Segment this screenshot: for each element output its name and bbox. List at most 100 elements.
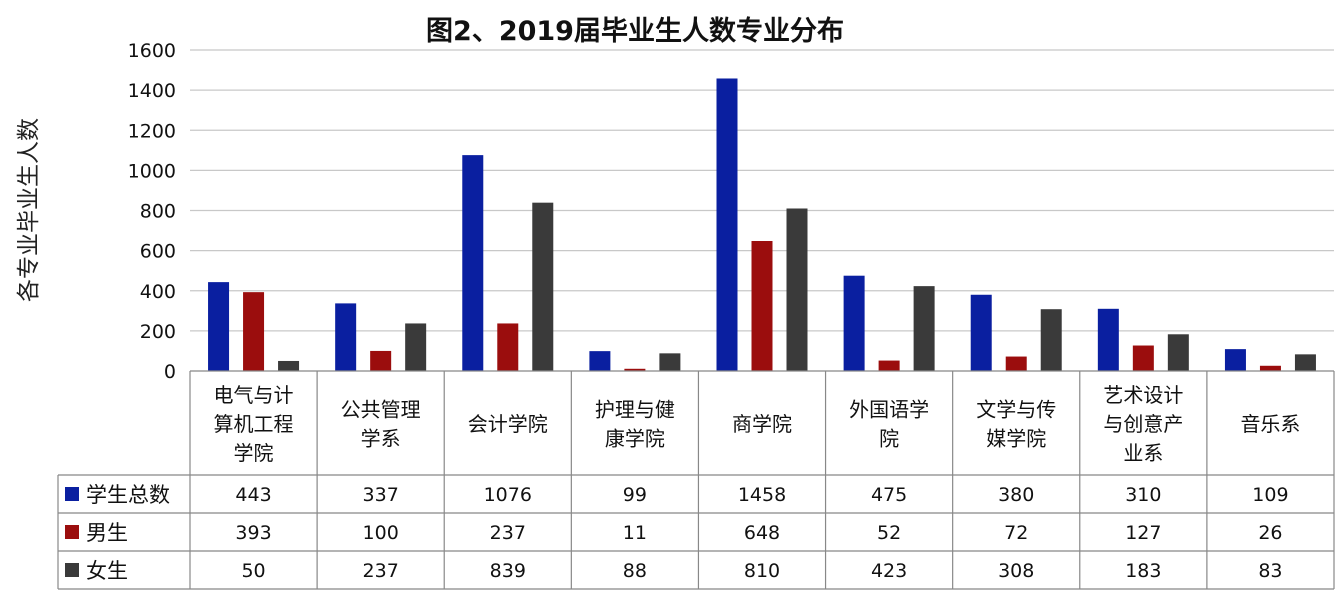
bar (913, 286, 935, 371)
bar (1294, 354, 1316, 371)
bar (878, 360, 900, 371)
bar (1097, 308, 1119, 371)
data-table-value: 308 (998, 560, 1034, 582)
category-label: 艺术设计与创意产业系 (1103, 383, 1183, 465)
y-tick-label: 1200 (128, 120, 176, 142)
data-table-value: 423 (871, 560, 907, 582)
legend-label: 学生总数 (86, 483, 170, 507)
category-label-line: 会计学院 (468, 412, 548, 436)
data-table-value: 475 (871, 484, 907, 506)
category-label: 文学与传媒学院 (976, 398, 1056, 451)
category-label-line: 学院 (234, 441, 274, 465)
category-label: 电气与计算机工程学院 (214, 383, 294, 465)
data-table-value: 83 (1258, 560, 1282, 582)
bar (659, 353, 681, 371)
bar (532, 202, 554, 371)
data-table-value: 237 (490, 522, 526, 544)
data-table-value: 99 (623, 484, 647, 506)
y-tick-label: 1400 (128, 80, 176, 102)
category-label-line: 业系 (1123, 441, 1163, 465)
category-label-line: 商学院 (732, 412, 792, 436)
category-label: 音乐系 (1240, 412, 1300, 436)
data-table-value: 127 (1125, 522, 1161, 544)
category-label: 商学院 (732, 412, 792, 436)
category-label-line: 媒学院 (986, 427, 1046, 451)
data-table-value: 393 (235, 522, 271, 544)
bar (1259, 365, 1281, 371)
data-table-value: 183 (1125, 560, 1161, 582)
data-table: 电气与计算机工程学院公共管理学系会计学院护理与健康学院商学院外国语学院文学与传媒… (57, 370, 1335, 590)
legend-label: 男生 (86, 521, 128, 545)
bar (786, 208, 808, 371)
category-label: 会计学院 (468, 412, 548, 436)
y-tick-label: 200 (140, 321, 176, 343)
y-axis-ticks: 0 200 400 600 800 1000 1200 1400 1600 (128, 40, 176, 383)
legend-key (65, 525, 79, 539)
bar (589, 351, 611, 371)
category-label-line: 算机工程 (214, 412, 294, 436)
bar (1224, 349, 1246, 371)
data-table-value: 52 (877, 522, 901, 544)
data-table-value: 72 (1004, 522, 1028, 544)
y-tick-label: 600 (140, 241, 176, 263)
y-tick-label: 0 (164, 361, 176, 383)
bar (1132, 345, 1154, 371)
data-table-value: 810 (744, 560, 780, 582)
data-table-value: 648 (744, 522, 780, 544)
category-label-line: 艺术设计 (1103, 383, 1183, 407)
bar (624, 368, 646, 371)
category-label: 护理与健康学院 (595, 398, 675, 451)
data-table-value: 26 (1258, 522, 1282, 544)
bar (1005, 356, 1027, 371)
category-label: 外国语学院 (849, 398, 929, 451)
bar (970, 294, 992, 371)
y-tick-label: 1000 (128, 160, 176, 182)
data-table-value: 100 (363, 522, 399, 544)
y-tick-label: 1600 (128, 40, 176, 62)
bar (1040, 309, 1062, 371)
legend-key (65, 487, 79, 501)
data-table-value: 839 (490, 560, 526, 582)
legend-key (65, 563, 79, 577)
data-table-value: 1458 (738, 484, 786, 506)
data-table-value: 11 (623, 522, 647, 544)
data-table-value: 50 (241, 560, 265, 582)
category-label: 公共管理学系 (341, 398, 421, 451)
category-label-line: 院 (879, 427, 899, 451)
data-table-value: 310 (1125, 484, 1161, 506)
bar (370, 350, 392, 371)
category-label-line: 文学与传 (976, 398, 1056, 422)
y-tick-label: 400 (140, 281, 176, 303)
category-label-line: 外国语学 (849, 398, 929, 422)
bar (497, 323, 519, 371)
data-table-value: 337 (363, 484, 399, 506)
chart-title: 图2、2019届毕业生人数专业分布 (426, 16, 844, 47)
data-table-value: 88 (623, 560, 647, 582)
bar (751, 240, 773, 371)
category-label-line: 与创意产 (1103, 412, 1183, 436)
bar (1167, 334, 1189, 371)
bars (208, 78, 1316, 372)
category-label-line: 康学院 (605, 427, 665, 451)
bar (462, 155, 484, 371)
data-table-value: 237 (363, 560, 399, 582)
category-label-line: 学系 (361, 427, 401, 451)
y-tick-label: 800 (140, 201, 176, 223)
bar (243, 292, 265, 371)
y-axis-label: 各专业毕业生人数 (16, 118, 42, 302)
data-table-value: 1076 (484, 484, 532, 506)
bar (335, 303, 357, 371)
data-table-value: 443 (235, 484, 271, 506)
category-label-line: 护理与健 (595, 398, 675, 422)
bar (405, 323, 427, 371)
bar (716, 78, 738, 372)
category-label-line: 音乐系 (1240, 412, 1300, 436)
legend-label: 女生 (86, 559, 128, 583)
data-table-value: 380 (998, 484, 1034, 506)
data-table-value: 109 (1252, 484, 1288, 506)
bar (208, 282, 230, 371)
bar (843, 275, 865, 371)
category-label-line: 电气与计 (214, 383, 294, 407)
